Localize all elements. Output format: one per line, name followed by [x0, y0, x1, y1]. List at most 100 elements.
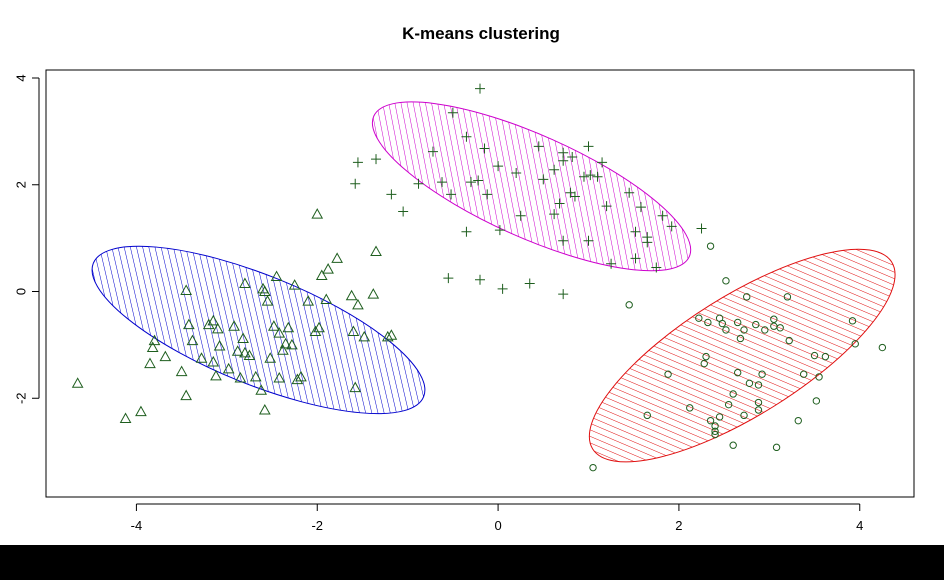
cluster-2-point: [651, 262, 662, 273]
cluster-3-point: [785, 336, 793, 345]
cluster-3-point: [878, 343, 887, 352]
cluster-1-point: [313, 321, 325, 333]
cluster-2-point: [386, 189, 397, 200]
cluster-2-point: [398, 206, 409, 217]
cluster-1-point: [175, 365, 188, 377]
cluster-3-point: [695, 314, 703, 322]
cluster-2-point: [482, 189, 493, 200]
cluster-2-point: [630, 253, 641, 264]
cluster-2-point: [427, 146, 438, 157]
cluster-3-point: [754, 406, 763, 414]
cluster-1-point: [367, 288, 380, 299]
cluster-1-point: [144, 357, 156, 369]
cluster-2-point: [567, 152, 578, 163]
cluster-1-point: [270, 270, 283, 282]
cluster-3-point: [758, 370, 766, 378]
cluster-2-point: [696, 223, 707, 234]
cluster-1-point: [234, 371, 247, 383]
cluster-2-point: [569, 191, 580, 202]
cluster-points: [71, 83, 887, 472]
cluster-2-point: [666, 221, 677, 232]
cluster-2-point: [558, 289, 569, 300]
cluster-1-point: [258, 403, 271, 415]
cluster-3-point: [733, 368, 742, 377]
cluster-1-point: [210, 369, 222, 381]
cluster-3-point: [770, 315, 778, 323]
cluster-3-point: [848, 317, 857, 325]
chart-title: K-means clustering: [402, 24, 560, 43]
cluster-1-point: [309, 325, 322, 337]
cluster-2-point: [549, 209, 560, 220]
cluster-3-point: [740, 326, 748, 334]
cluster-2-point: [497, 283, 508, 294]
cluster-1-point: [222, 362, 235, 374]
cluster-2-point: [578, 171, 589, 182]
cluster-1-ellipse: [91, 245, 426, 415]
cluster-1-point: [381, 330, 394, 342]
cluster-2-point: [538, 174, 549, 185]
cluster-2-point: [437, 177, 448, 188]
cluster-2-point: [606, 258, 617, 269]
cluster-1-point: [268, 320, 280, 331]
cluster-1-point: [345, 289, 358, 301]
cluster-1-point: [195, 352, 208, 363]
cluster-2-point: [642, 237, 653, 248]
cluster-2-point: [635, 202, 646, 213]
cluster-3-point: [711, 427, 719, 436]
cluster-1-point: [228, 320, 240, 331]
cluster-1-point: [385, 329, 398, 340]
cluster-2-point: [350, 178, 361, 189]
cluster-1-point: [352, 298, 364, 310]
cluster-2-point: [533, 141, 544, 152]
cluster-2-point: [524, 278, 535, 289]
cluster-1-point: [288, 279, 301, 290]
cluster-3-point: [724, 400, 733, 409]
cluster-1-point: [249, 370, 262, 382]
cluster-1-point: [202, 318, 215, 330]
cluster-1-point: [295, 370, 307, 382]
cluster-1-point: [302, 295, 315, 306]
cluster-2-point: [624, 187, 635, 198]
cluster-3-point: [754, 398, 763, 407]
cluster-3-point: [740, 411, 748, 420]
cluster-3-point: [851, 340, 859, 348]
cluster-1-point: [207, 355, 220, 367]
cluster-2-point: [554, 198, 565, 209]
cluster-3-point: [745, 379, 754, 388]
cluster-1-point: [282, 321, 295, 333]
cluster-3-point: [702, 352, 710, 361]
cluster-1-point: [239, 277, 251, 288]
y-axis: -2 0 2 4: [13, 74, 40, 404]
cluster-1-point: [183, 318, 195, 330]
cluster-3-point: [799, 370, 808, 378]
cluster-3-point: [711, 422, 719, 430]
cluster-1-point: [279, 337, 292, 349]
cluster-1-point: [243, 349, 256, 361]
cluster-2-point: [475, 83, 485, 94]
cluster-1-point: [148, 334, 161, 346]
cluster-1-point: [186, 334, 199, 346]
cluster-2-point: [558, 235, 569, 246]
cluster-3-point: [715, 413, 724, 421]
cluster-1-point: [255, 384, 268, 395]
x-tick-label: -2: [311, 518, 323, 533]
cluster-1-point: [347, 325, 360, 337]
cluster-2-point: [475, 274, 485, 285]
cluster-ellipses: [91, 101, 896, 463]
cluster-3-point: [733, 318, 742, 327]
x-tick-label: 0: [494, 518, 501, 533]
cluster-2-point: [371, 154, 382, 165]
cluster-2-point: [493, 161, 504, 172]
cluster-2-point: [583, 235, 594, 246]
cluster-1-point: [311, 208, 324, 219]
cluster-3-point: [821, 352, 830, 361]
cluster-1-point: [231, 345, 244, 356]
cluster-1-point: [71, 377, 84, 388]
cluster-2-point: [657, 210, 668, 221]
cluster-1-point: [146, 341, 159, 353]
cluster-1-point: [258, 285, 271, 297]
cluster-1-point: [180, 389, 192, 401]
x-tick-label: 4: [856, 518, 863, 533]
cluster-2-point: [558, 155, 569, 166]
